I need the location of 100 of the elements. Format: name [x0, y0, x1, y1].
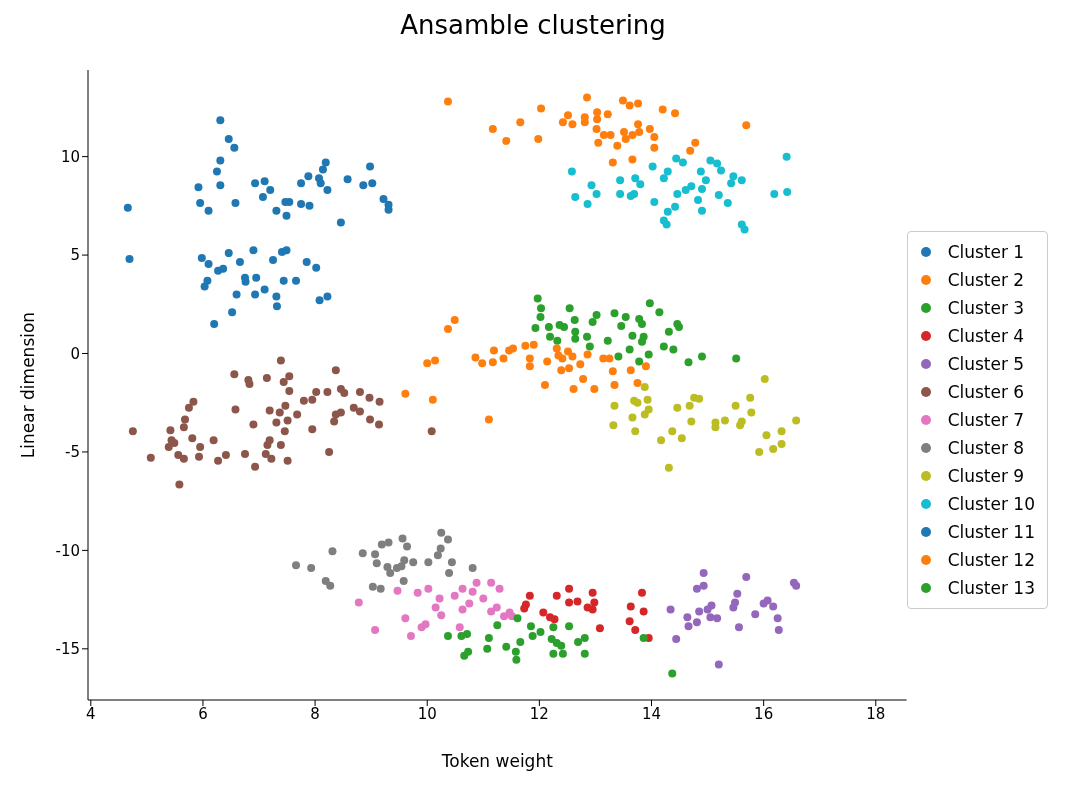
point [593, 115, 602, 124]
point [664, 463, 673, 472]
point [742, 572, 751, 581]
point [502, 642, 511, 651]
point [684, 358, 693, 367]
point [751, 610, 760, 619]
point [455, 623, 464, 632]
point [770, 190, 779, 199]
point [699, 569, 708, 578]
point [609, 421, 618, 430]
point [302, 257, 311, 266]
point [266, 186, 275, 195]
point [774, 626, 783, 635]
point [323, 186, 332, 195]
point [631, 626, 640, 635]
point [431, 603, 440, 612]
point [560, 322, 569, 331]
point [358, 549, 367, 558]
point [685, 401, 694, 410]
point [539, 608, 548, 617]
point [435, 594, 444, 603]
x-tick-label: 12 [529, 704, 549, 723]
point [637, 319, 646, 328]
point [625, 345, 634, 354]
point [437, 611, 446, 620]
point [636, 180, 645, 189]
point [534, 134, 543, 143]
point [321, 158, 330, 167]
point [626, 366, 635, 375]
point [659, 174, 668, 183]
point [366, 162, 375, 171]
point [645, 299, 654, 308]
point [650, 132, 659, 141]
point [292, 561, 301, 570]
point [495, 584, 504, 593]
point [711, 423, 720, 432]
point [521, 341, 530, 350]
point [590, 384, 599, 393]
point [571, 192, 580, 201]
point [621, 313, 630, 322]
point [424, 558, 433, 567]
point [359, 181, 368, 190]
point [713, 159, 722, 168]
point [746, 393, 755, 402]
point [580, 649, 589, 658]
point [639, 633, 648, 642]
point [631, 427, 640, 436]
point [672, 154, 681, 163]
point [673, 403, 682, 412]
point [617, 321, 626, 330]
point [606, 130, 615, 139]
legend-label: Cluster 3 [947, 297, 1025, 320]
x-tick-label: 8 [310, 704, 320, 723]
point [393, 586, 402, 595]
point [610, 381, 619, 389]
point [747, 408, 756, 417]
point [650, 197, 659, 206]
point [662, 220, 671, 229]
point [468, 587, 477, 596]
point [125, 255, 134, 263]
point [526, 622, 535, 631]
point [371, 550, 380, 559]
legend-label: Cluster 12 [947, 549, 1035, 572]
point [472, 578, 481, 587]
point [228, 308, 237, 317]
point [272, 292, 281, 301]
point [567, 167, 576, 176]
legend-label: Cluster 11 [947, 521, 1035, 544]
point [628, 413, 637, 422]
point [421, 620, 430, 629]
point [593, 108, 602, 117]
y-tick-label: -5 [65, 443, 80, 462]
point [516, 118, 525, 127]
point [666, 605, 675, 614]
point [376, 584, 385, 593]
point [585, 342, 594, 351]
point [669, 345, 678, 354]
point [633, 379, 642, 388]
point [502, 136, 511, 145]
point [260, 285, 269, 294]
point [372, 559, 381, 568]
point [500, 612, 509, 621]
point [565, 304, 574, 313]
point [307, 564, 316, 573]
point [282, 246, 291, 255]
point [755, 447, 764, 456]
point [413, 588, 422, 597]
point [626, 602, 635, 611]
point [328, 547, 337, 556]
legend-label: Cluster 2 [947, 269, 1025, 292]
point [386, 569, 395, 578]
point [397, 562, 406, 571]
legend-label: Cluster 4 [947, 325, 1025, 348]
point [568, 120, 577, 129]
point [631, 174, 640, 183]
point [644, 350, 653, 359]
point [354, 598, 363, 607]
point [318, 165, 327, 174]
point [512, 655, 521, 664]
point [763, 596, 772, 605]
